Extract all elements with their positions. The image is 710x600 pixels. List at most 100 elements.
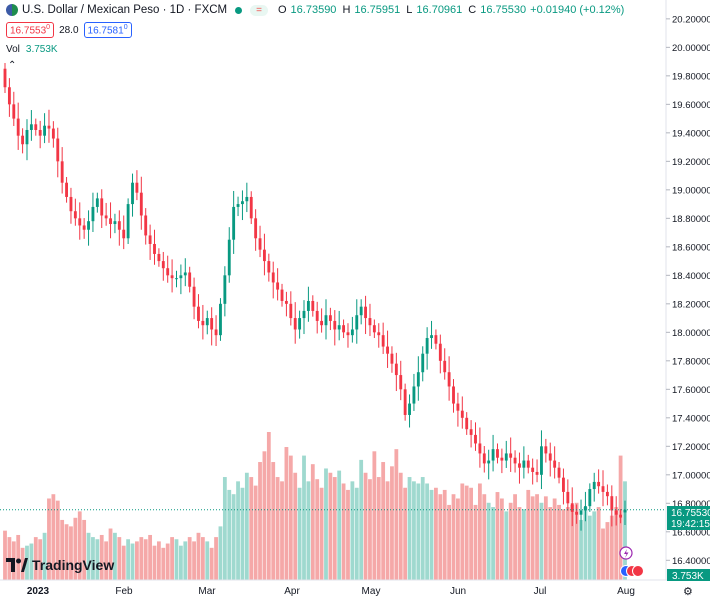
flag-event-icon[interactable]	[632, 565, 644, 577]
time-tick-label: Aug	[617, 586, 635, 597]
candle-body	[562, 477, 565, 492]
event-icons[interactable]	[619, 546, 644, 577]
volume-bar	[456, 498, 460, 580]
candle-body	[416, 372, 420, 387]
candle-body	[122, 229, 126, 239]
volume-bar	[91, 537, 95, 580]
volume-bar	[310, 464, 315, 580]
volume-bar	[552, 498, 557, 580]
candle-body	[245, 196, 249, 202]
time-tick-label: Apr	[284, 586, 300, 597]
volume-bar	[394, 449, 399, 580]
volume-bar	[306, 481, 311, 580]
candle-body	[553, 460, 557, 468]
candle-body	[25, 129, 29, 145]
candle-body	[139, 192, 143, 216]
volume-bar	[442, 489, 447, 580]
candle-body	[135, 182, 139, 193]
buy-price-button[interactable]: 16.75810	[83, 22, 132, 39]
volume-bar	[614, 507, 619, 580]
volume-bar	[20, 547, 25, 580]
candle-body	[333, 320, 337, 330]
volume-bar	[266, 432, 271, 580]
candle-body	[540, 446, 543, 475]
candle-body	[60, 161, 64, 183]
volume-bar	[324, 468, 328, 580]
candle-body	[487, 460, 491, 464]
volume-bar	[359, 459, 364, 580]
candle-body	[3, 68, 7, 88]
volume-bar	[398, 472, 403, 580]
volume-bar	[319, 487, 324, 580]
volume-bar	[526, 489, 531, 580]
price-badge: 16.75530 19:42:15	[667, 506, 710, 530]
candle-body	[575, 511, 579, 515]
volume-bar	[183, 541, 188, 580]
volume-bar	[240, 487, 245, 580]
volume-bar	[288, 455, 293, 580]
volume-bar	[73, 517, 78, 580]
volume-bar	[363, 472, 368, 580]
candle-body	[425, 338, 429, 354]
collapse-legend-chevron-icon[interactable]: ⌃	[8, 60, 17, 71]
volume-bar	[121, 545, 126, 580]
volume-bar	[601, 528, 605, 580]
volume-bar	[337, 470, 342, 580]
tradingview-logo[interactable]: TradingView	[6, 557, 114, 573]
volume-bar	[521, 509, 526, 580]
volume-bar	[187, 537, 192, 580]
time-tick-label: Jul	[534, 586, 547, 597]
chart-settings-gear-icon[interactable]: ⚙	[683, 586, 693, 598]
sell-price-button[interactable]: 16.75530	[6, 22, 55, 39]
chart-legend: U.S. Dollar / Mexican Peso · 1D · FXCM =…	[6, 4, 624, 16]
close-label: C	[468, 4, 477, 16]
volume-bar	[29, 543, 34, 580]
candle-body	[583, 506, 587, 511]
volume-bar	[214, 537, 218, 580]
symbol-title[interactable]: U.S. Dollar / Mexican Peso · 1D · FXCM	[22, 4, 228, 16]
candle-body	[430, 335, 433, 339]
candle-body	[117, 221, 121, 230]
volume-bar	[513, 494, 517, 580]
volume-bar	[280, 481, 284, 580]
volume-bar	[390, 466, 394, 580]
candle-body	[109, 218, 112, 225]
candle-body	[500, 457, 504, 461]
candle-body	[504, 453, 508, 461]
candle-body	[16, 118, 20, 136]
candle-body	[320, 320, 324, 326]
volume-value: 3.753K	[25, 44, 58, 55]
compare-equals-icon[interactable]: =	[250, 4, 268, 16]
market-status-dot-icon	[235, 6, 243, 14]
volume-bar	[161, 547, 166, 580]
price-scale[interactable]: 20.20000 20.00000 19.80000 19.60000 19.40000…	[666, 14, 710, 567]
price-tick-label: 17.00000	[672, 470, 710, 481]
volume-bar	[33, 537, 38, 580]
candle-body	[337, 325, 341, 330]
candle-body	[328, 315, 332, 321]
candle-body	[161, 261, 165, 269]
tradingview-mark-icon	[6, 558, 28, 572]
volume-bar	[139, 537, 144, 580]
price-tick-label: 20.20000	[672, 14, 710, 25]
volume-bar	[605, 522, 610, 580]
volume-bar	[113, 532, 117, 580]
time-tick-label: 2023	[27, 586, 50, 597]
price-tick-label: 17.40000	[672, 413, 710, 424]
volume-bar	[315, 479, 320, 580]
volume-bar	[416, 483, 421, 580]
volume-bar	[244, 472, 249, 580]
volume-bar	[328, 472, 333, 580]
candle-body	[43, 125, 47, 136]
volume-label: Vol	[6, 44, 20, 55]
candle-body	[82, 225, 86, 230]
candle-body	[601, 486, 605, 492]
candle-body	[148, 235, 152, 244]
time-scale[interactable]: 2023 Feb Mar Apr May Jun Jul Aug	[27, 586, 635, 597]
volume-bar	[218, 526, 223, 580]
candle-body	[183, 272, 187, 276]
price-tick-label: 17.60000	[672, 385, 710, 396]
candle-body	[21, 135, 25, 145]
volume-bar	[346, 489, 350, 580]
